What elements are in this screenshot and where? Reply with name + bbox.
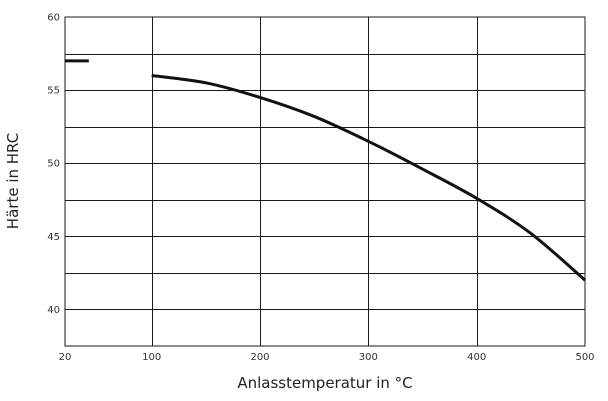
x-tick-label-5: 500 xyxy=(575,352,594,363)
plot-frame xyxy=(64,16,586,347)
x-tick-label-4: 400 xyxy=(467,352,486,363)
y-tick-label-0: 40 xyxy=(47,305,60,316)
series-line-1 xyxy=(151,74,586,282)
x-tick-label-3: 300 xyxy=(359,352,378,363)
y-tick-label-3: 55 xyxy=(47,86,60,97)
tick-labels: 20 100 200 300 400 500 40 45 50 55 60 xyxy=(47,13,594,364)
x-axis-label: Anlasstemperatur in °C xyxy=(237,374,412,392)
gridlines xyxy=(65,17,585,346)
y-tick-label-1: 45 xyxy=(47,232,60,243)
x-tick-label-0: 20 xyxy=(59,352,72,363)
y-axis-label: Härte in HRC xyxy=(4,133,22,229)
series-group xyxy=(65,59,586,282)
y-tick-label-2: 50 xyxy=(47,159,60,170)
y-tick-label-4: 60 xyxy=(47,13,60,24)
x-tick-label-2: 200 xyxy=(250,352,269,363)
x-tick-label-1: 100 xyxy=(142,352,161,363)
